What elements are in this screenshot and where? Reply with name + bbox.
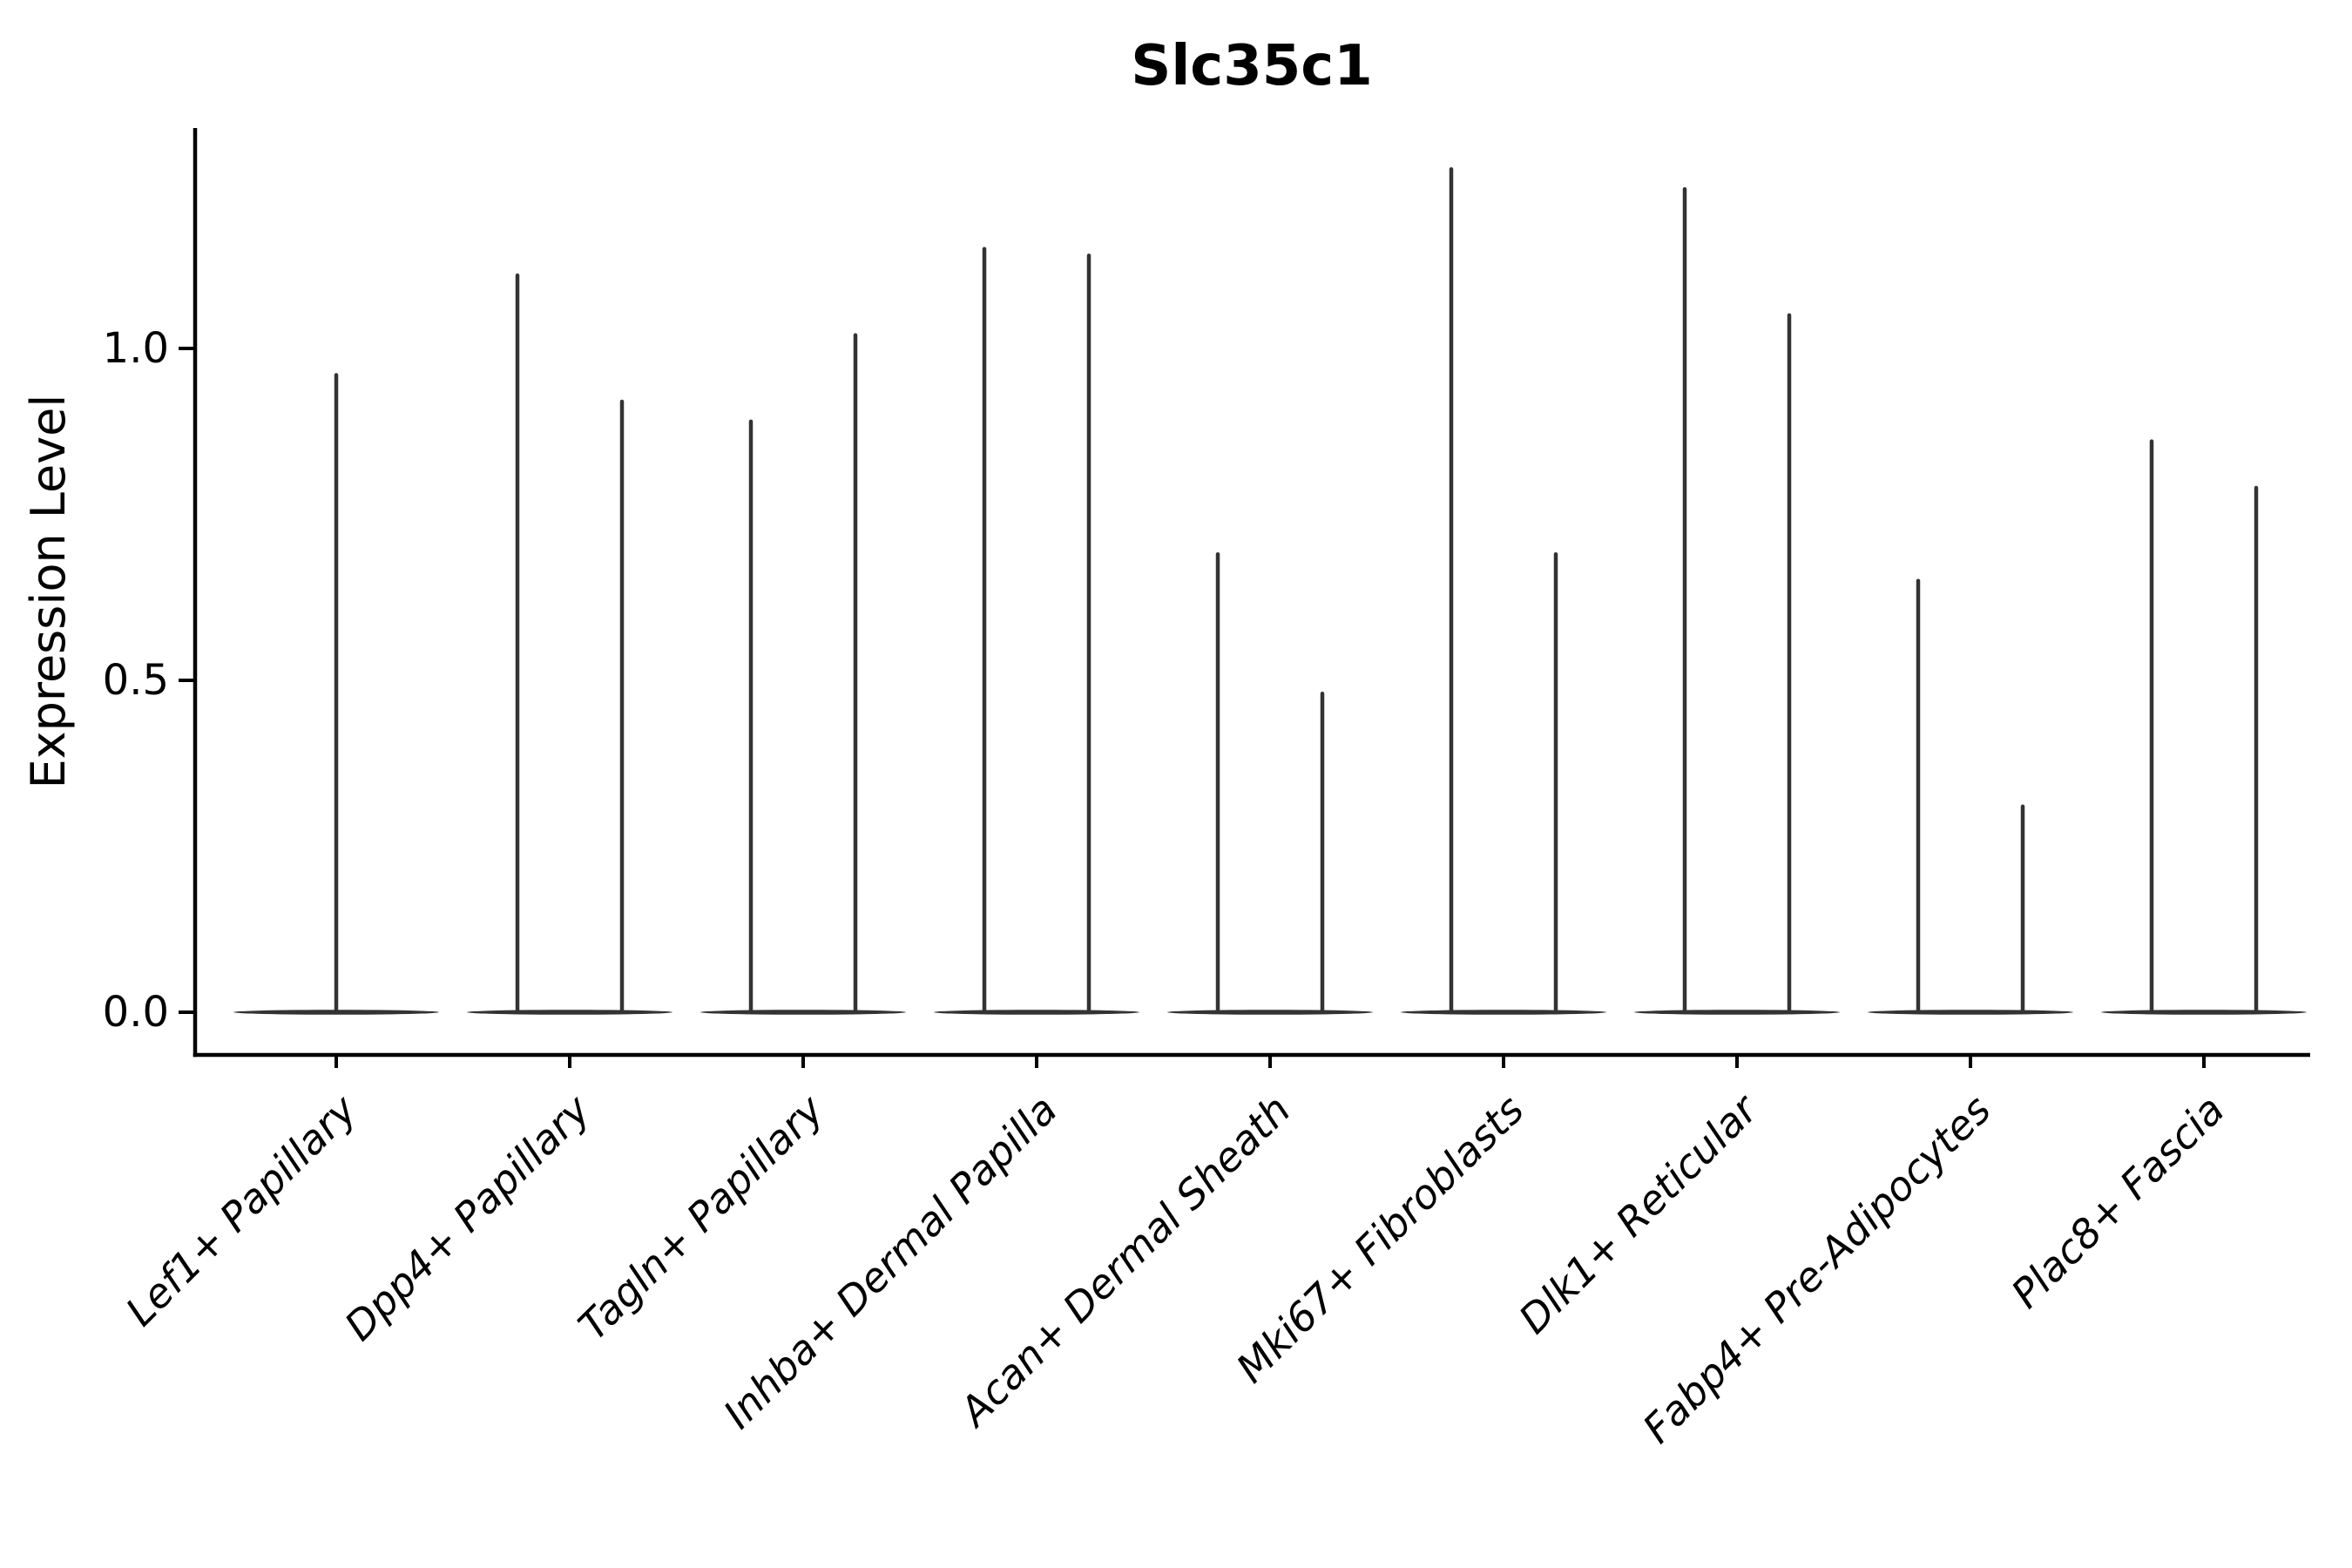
y-tick-label: 1.0 (103, 324, 169, 373)
y-ticks: 1.0 0.5 0.0 (103, 324, 195, 1037)
x-tick-label: Plac8+ Fascia (2002, 1086, 2233, 1317)
violin-base (1634, 1010, 1840, 1015)
y-tick-label: 0.5 (103, 656, 169, 705)
violin-base (1868, 1010, 2073, 1015)
x-tick-label: Dlk1+ Reticular (1510, 1084, 1768, 1342)
violin-base (2101, 1010, 2307, 1015)
x-tick-label: Lef1+ Papillary (117, 1085, 366, 1335)
violin-base (467, 1010, 672, 1015)
chart-title: Slc35c1 (1131, 34, 1373, 98)
violin-base (700, 1010, 906, 1015)
y-tick-label: 0.0 (103, 988, 169, 1037)
axes (193, 128, 2310, 1058)
x-tick-label: Tagln+ Papillary (569, 1085, 833, 1349)
violin-baselines (233, 1010, 2307, 1015)
y-axis-label: Expression Level (21, 395, 76, 789)
violin-base (934, 1010, 1139, 1015)
x-tick-label: Dpp4+ Papillary (335, 1085, 599, 1349)
violin-base (1401, 1010, 1606, 1015)
violin-spikes (334, 167, 2259, 1015)
violin-base (1167, 1010, 1373, 1015)
